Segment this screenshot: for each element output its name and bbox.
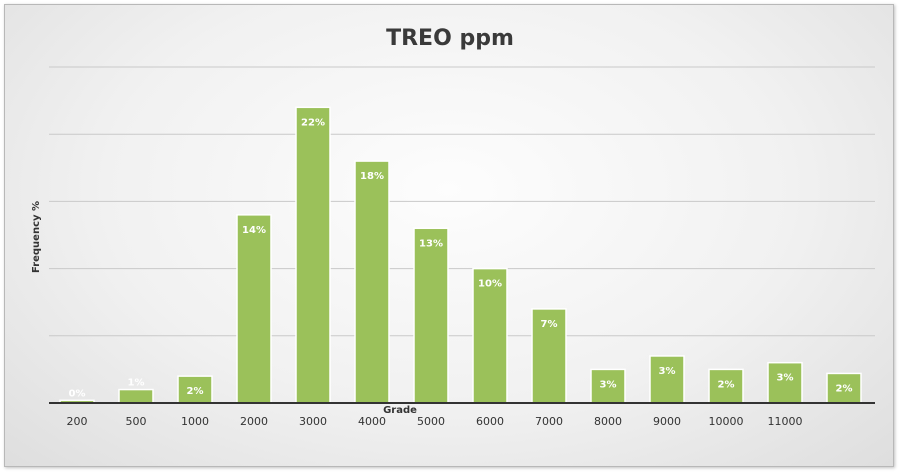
data-label: 0% (69, 388, 86, 399)
y-axis-label: Frequency % (31, 201, 42, 273)
bar (118, 388, 154, 404)
data-label: 3% (600, 379, 617, 390)
bar-chart: TREO ppm 200 500 1000 2000 3000 4000 5000 6000 7… (31, 26, 875, 428)
bar (590, 368, 626, 404)
bar (472, 267, 508, 404)
x-tick-label: 9000 (653, 415, 681, 428)
bar (531, 308, 567, 404)
data-label: 2% (836, 383, 853, 394)
x-tick-label: 8000 (594, 415, 622, 428)
gridlines (49, 66, 875, 337)
data-label: 3% (659, 366, 676, 377)
data-label: 2% (187, 386, 204, 397)
x-tick-label: 7000 (535, 415, 563, 428)
data-label: 1% (128, 378, 145, 389)
x-tick-label: 11000 (768, 415, 803, 428)
bar (354, 160, 390, 404)
x-axis-label: Grade (383, 405, 417, 416)
data-label: 7% (541, 319, 558, 330)
bar (177, 375, 213, 404)
bar (708, 368, 744, 404)
x-tick-label: 200 (67, 415, 88, 428)
data-label: 18% (360, 171, 384, 182)
bar (236, 214, 272, 404)
data-label: 3% (777, 373, 794, 384)
x-tick-label: 3000 (299, 415, 327, 428)
x-tick-labels: 200 500 1000 2000 3000 4000 5000 6000 7000 8000 90… (67, 415, 803, 428)
bars (59, 106, 862, 404)
x-tick-label: 2000 (240, 415, 268, 428)
data-label: 22% (301, 117, 325, 128)
x-tick-label: 1000 (181, 415, 209, 428)
chart-frame: TREO ppm 200 500 1000 2000 3000 4000 5000 6000 7… (4, 4, 894, 467)
x-tick-label: 4000 (358, 415, 386, 428)
bar (767, 361, 803, 404)
data-label: 14% (242, 225, 266, 236)
x-tick-label: 10000 (709, 415, 744, 428)
data-label: 13% (419, 238, 443, 249)
x-tick-label: 500 (126, 415, 147, 428)
x-tick-label: 6000 (476, 415, 504, 428)
chart-title: TREO ppm (386, 26, 514, 51)
bar (413, 227, 449, 404)
bar (826, 372, 862, 404)
bar (295, 106, 331, 404)
bar (649, 355, 685, 404)
data-label: 10% (478, 279, 502, 290)
data-labels: 0% 1% 2% 14% 22% 18% 13% 10% 7% 3% 3% 2% 3% 2% (69, 117, 853, 399)
x-tick-label: 5000 (417, 415, 445, 428)
data-label: 2% (718, 379, 735, 390)
